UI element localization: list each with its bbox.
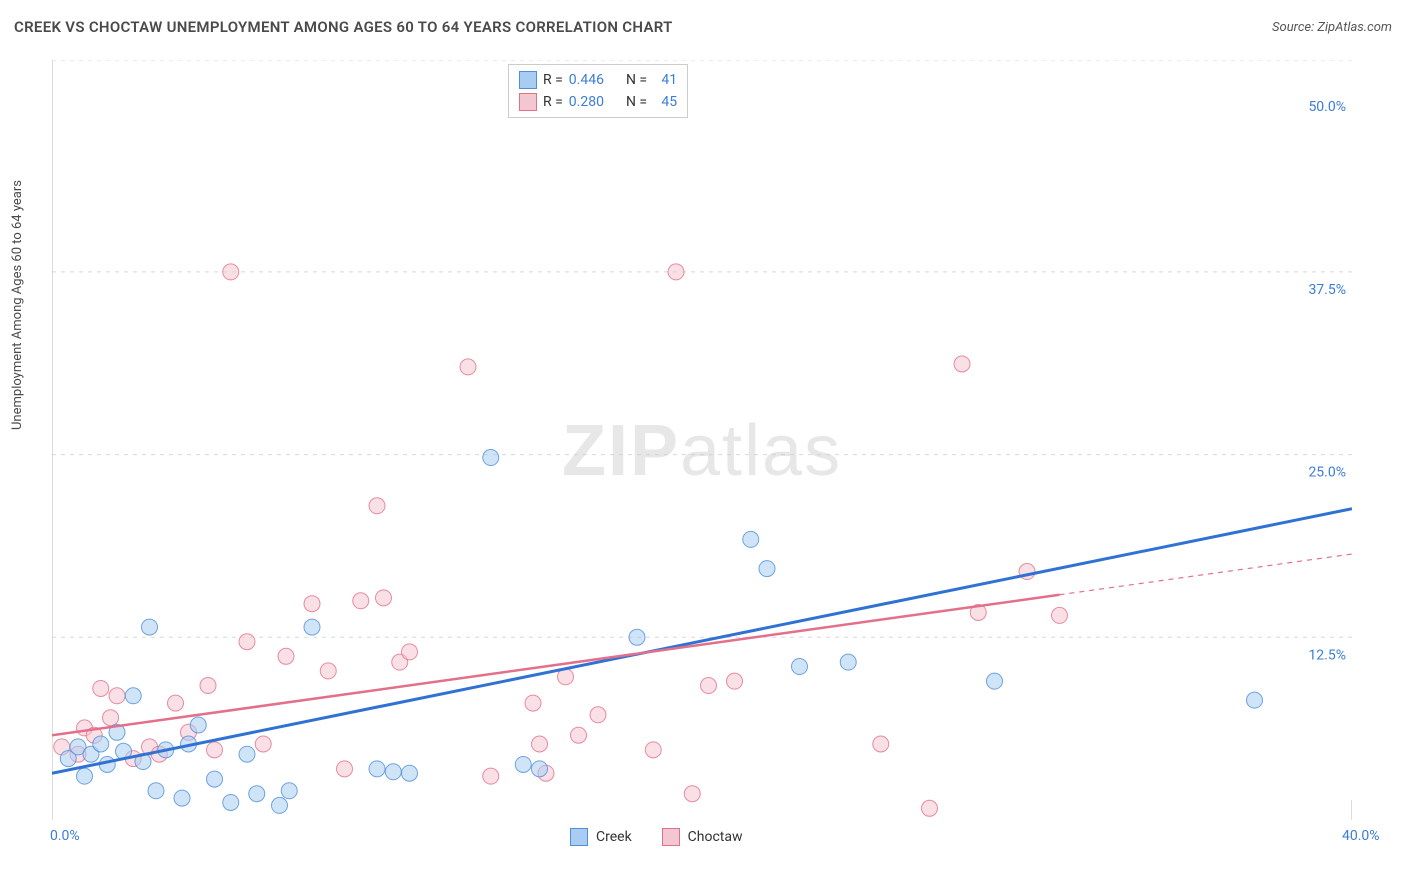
stat-n-label: N = (626, 72, 647, 88)
legend-item: Creek (570, 828, 632, 846)
legend-item: Choctaw (662, 828, 743, 846)
chart-source: Source: ZipAtlas.com (1272, 20, 1392, 35)
stats-row: R = 0.446 N = 41 (519, 69, 677, 91)
stat-r-label: R = (543, 72, 563, 88)
stats-row: R = 0.280 N = 45 (519, 91, 677, 113)
legend-swatch-icon (662, 828, 680, 846)
svg-text:37.5%: 37.5% (1308, 282, 1346, 298)
chart-title: CREEK VS CHOCTAW UNEMPLOYMENT AMONG AGES… (14, 18, 673, 36)
x-axis-max-label: 40.0% (1342, 828, 1380, 844)
bottom-legend: Creek Choctaw (570, 828, 743, 846)
stat-n-value: 45 (653, 94, 677, 110)
stat-r-value: 0.446 (569, 72, 604, 88)
chart-area: 12.5%25.0%37.5%50.0% ZIPatlas R =0.446N … (52, 60, 1352, 820)
stat-n-label: N = (626, 94, 647, 110)
svg-text:12.5%: 12.5% (1308, 647, 1346, 663)
svg-text:50.0%: 50.0% (1308, 99, 1346, 115)
chart-svg: 12.5% 25.0% 37.5% 50.0% (52, 60, 1352, 820)
svg-text:25.0%: 25.0% (1308, 465, 1346, 481)
chart-header: CREEK VS CHOCTAW UNEMPLOYMENT AMONG AGES… (14, 18, 1392, 36)
stat-r-label: R = (543, 94, 563, 110)
legend-label: Choctaw (688, 829, 743, 845)
series-swatch-icon (519, 93, 537, 111)
stat-r-value: 0.280 (569, 94, 604, 110)
series-swatch-icon (519, 71, 537, 89)
y-axis-label: Unemployment Among Ages 60 to 64 years (10, 180, 25, 430)
x-axis-min-label: 0.0% (50, 828, 80, 844)
stats-legend-box: R = 0.446 N = 41 R = 0.280 N = 45 (508, 64, 688, 118)
legend-label: Creek (596, 829, 632, 845)
legend-swatch-icon (570, 828, 588, 846)
stat-n-value: 41 (653, 72, 677, 88)
